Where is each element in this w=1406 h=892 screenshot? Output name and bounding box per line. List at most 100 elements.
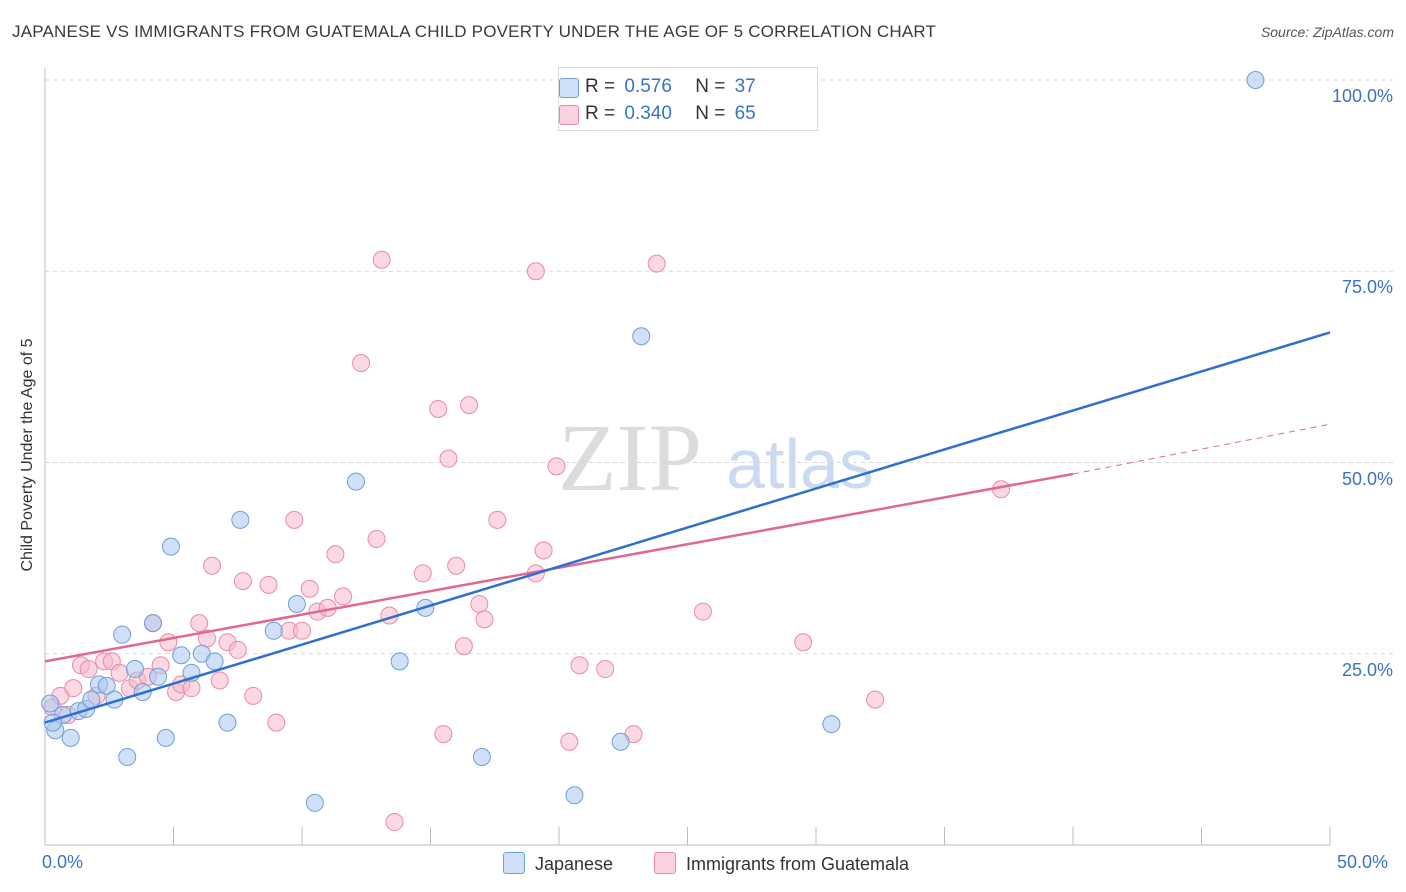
data-point-guatemala: [454, 637, 473, 656]
stats-legend-row-guatemala: R = 0.340 N = 65: [559, 103, 756, 127]
legend-swatch-guatemala: [654, 852, 676, 874]
r-label: R =: [585, 103, 616, 124]
y-tick-label: 50.0%: [1341, 468, 1393, 489]
data-point-guatemala: [367, 530, 386, 548]
r-label: R =: [585, 76, 616, 97]
data-point-guatemala: [560, 732, 579, 751]
data-point-japanese: [305, 793, 324, 812]
data-point-guatemala: [300, 579, 319, 598]
data-point-guatemala: [693, 602, 712, 621]
legend-label-guatemala: Immigrants from Guatemala: [686, 854, 910, 874]
data-point-guatemala: [352, 354, 371, 373]
data-point-japanese: [149, 667, 168, 686]
series-guatemala-points: [43, 250, 1011, 832]
data-point-japanese: [565, 786, 584, 805]
data-point-japanese: [172, 646, 191, 665]
data-point-guatemala: [475, 610, 494, 629]
watermark: ZIP atlas: [558, 404, 874, 511]
data-point-guatemala: [203, 556, 222, 575]
data-point-japanese: [218, 713, 237, 732]
series-japanese-points: [41, 71, 1265, 812]
data-point-guatemala: [596, 660, 615, 679]
data-point-guatemala: [534, 541, 553, 560]
data-point-japanese: [143, 614, 162, 633]
data-point-guatemala: [244, 686, 263, 705]
data-point-japanese: [1246, 71, 1265, 89]
data-point-guatemala: [334, 587, 353, 606]
watermark-zip: ZIP: [558, 404, 702, 511]
n-value-guatemala: 65: [734, 103, 756, 124]
legend-item-japanese: Japanese: [503, 852, 613, 875]
japanese-swatch: [559, 78, 579, 98]
y-tick-label: 75.0%: [1341, 277, 1393, 298]
data-point-japanese: [118, 748, 137, 767]
data-point-guatemala: [210, 671, 229, 690]
n-label: N =: [695, 103, 726, 124]
data-point-japanese: [113, 625, 132, 644]
data-point-guatemala: [547, 457, 566, 476]
n-value-japanese: 37: [734, 76, 756, 97]
data-point-japanese: [156, 728, 175, 747]
data-point-guatemala: [447, 556, 466, 575]
legend-swatch-japanese: [503, 852, 525, 874]
x-tick-label-max: 50.0%: [1337, 852, 1389, 872]
watermark-atlas: atlas: [726, 425, 874, 503]
data-point-japanese: [390, 652, 409, 671]
trendline-japanese: [44, 331, 1331, 724]
gridlines: [45, 79, 1393, 655]
axes: [44, 68, 1331, 846]
data-point-guatemala: [326, 545, 345, 564]
data-point-guatemala: [64, 679, 83, 698]
data-point-guatemala: [233, 572, 252, 591]
n-label: N =: [695, 76, 726, 97]
data-point-guatemala: [647, 254, 666, 273]
data-point-guatemala: [526, 262, 545, 281]
data-point-japanese: [61, 728, 80, 747]
guatemala-swatch: [559, 105, 579, 125]
y-tick-label: 100.0%: [1331, 86, 1393, 106]
data-point-guatemala: [182, 679, 201, 698]
data-point-guatemala: [434, 725, 453, 744]
data-point-guatemala: [413, 564, 432, 583]
legend-item-guatemala: Immigrants from Guatemala: [654, 852, 909, 875]
data-point-japanese: [41, 694, 60, 713]
r-value-japanese: 0.576: [624, 76, 672, 97]
data-point-guatemala: [470, 595, 489, 614]
data-point-japanese: [346, 472, 365, 491]
data-point-guatemala: [293, 621, 311, 640]
data-point-japanese: [264, 621, 283, 640]
stats-legend-row-japanese: R = 0.576 N = 37: [559, 76, 756, 100]
data-point-guatemala: [190, 614, 209, 633]
y-tick-label: 25.0%: [1341, 659, 1393, 680]
legend-label-japanese: Japanese: [535, 854, 614, 874]
data-point-guatemala: [439, 449, 458, 468]
data-point-guatemala: [385, 813, 404, 832]
x-tick-label-min: 0.0%: [42, 852, 84, 872]
data-point-guatemala: [110, 663, 129, 682]
data-point-guatemala: [259, 575, 278, 594]
data-point-guatemala: [285, 510, 304, 529]
data-point-japanese: [287, 595, 306, 614]
data-point-guatemala: [866, 690, 885, 709]
r-value-guatemala: 0.340: [624, 103, 672, 124]
data-point-guatemala: [488, 510, 507, 529]
data-point-guatemala: [429, 399, 448, 418]
data-point-japanese: [125, 660, 144, 679]
y-axis-label: Child Poverty Under the Age of 5: [19, 338, 36, 572]
stats-legend: R = 0.576 N = 37 R = 0.340 N = 65: [558, 67, 818, 131]
trendlines: [44, 331, 1331, 724]
data-point-guatemala: [79, 660, 98, 679]
data-point-japanese: [611, 732, 630, 751]
data-point-japanese: [161, 537, 180, 556]
data-point-guatemala: [794, 633, 813, 652]
trendline-guatemala-extension: [1072, 423, 1331, 475]
data-point-guatemala: [570, 656, 589, 675]
data-point-japanese: [632, 327, 651, 346]
data-point-guatemala: [460, 396, 479, 415]
chart-title: JAPANESE VS IMMIGRANTS FROM GUATEMALA CH…: [12, 22, 937, 41]
data-point-guatemala: [267, 713, 286, 732]
data-point-guatemala: [159, 633, 178, 652]
data-point-japanese: [822, 715, 841, 734]
data-point-guatemala: [372, 250, 391, 269]
